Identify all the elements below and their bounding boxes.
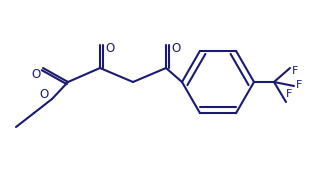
Text: O: O — [171, 43, 181, 56]
Text: O: O — [105, 43, 115, 56]
Text: F: F — [292, 66, 298, 76]
Text: O: O — [31, 68, 41, 81]
Text: F: F — [286, 89, 292, 99]
Text: O: O — [39, 89, 49, 102]
Text: F: F — [296, 80, 302, 90]
